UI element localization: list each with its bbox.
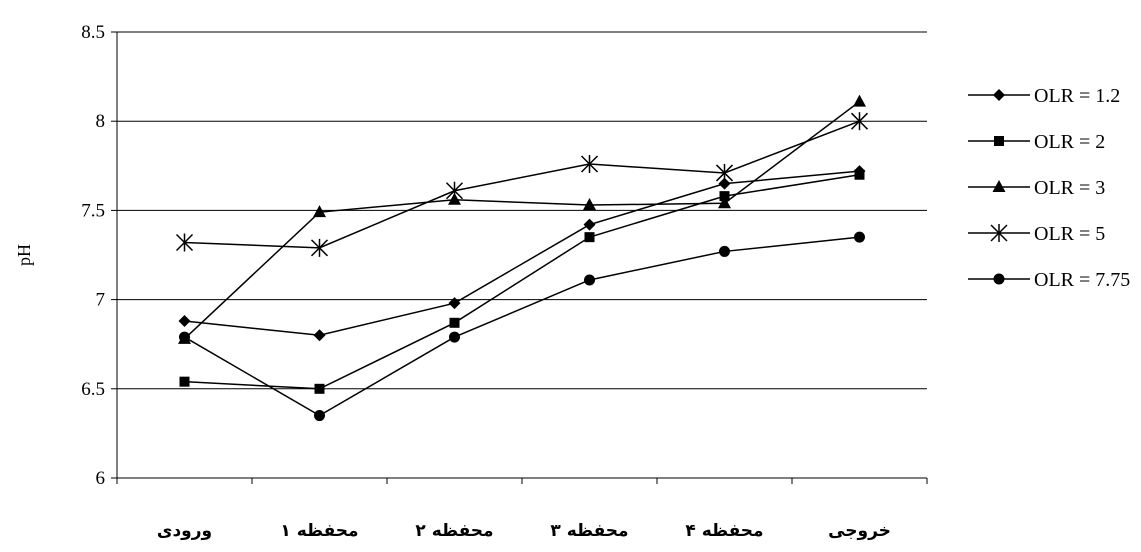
data-point-square (719, 191, 730, 202)
data-point-asterisk (175, 233, 194, 252)
legend-marker-diamond (993, 89, 1005, 101)
x-tick-label: محفظه ۴ (685, 521, 763, 541)
legend-label: OLR = 1.2 (1034, 85, 1120, 107)
data-point-diamond (448, 297, 461, 310)
series-line (184, 236, 860, 417)
axes (111, 31, 928, 484)
legend-item: OLR = 2 (968, 131, 1105, 153)
data-point-triangle (583, 198, 596, 211)
series-4 (175, 112, 869, 257)
legend-label: OLR = 2 (1034, 131, 1105, 153)
data-point-triangle (718, 196, 731, 209)
series-3 (178, 94, 866, 344)
x-tick-label: محفظه ۲ (415, 521, 493, 541)
y-tick-label: 7 (96, 290, 106, 311)
data-point-circle (179, 331, 190, 343)
data-point-square (449, 317, 460, 328)
data-point-diamond (178, 315, 191, 328)
legend-item: OLR = 5 (968, 223, 1105, 245)
series-2 (179, 169, 865, 394)
series-line (184, 170, 860, 337)
x-tick-label: ورودی (157, 521, 212, 541)
y-tick-label: 6.5 (81, 379, 105, 400)
data-point-diamond (313, 329, 326, 342)
y-axis-label: pH (14, 244, 34, 266)
series-group (175, 94, 869, 422)
legend-marker-square (994, 136, 1004, 146)
data-point-square (584, 232, 595, 243)
data-point-square (314, 383, 325, 394)
y-tick-label: 7.5 (81, 200, 105, 221)
series-line (183, 100, 860, 340)
data-point-asterisk (715, 163, 734, 182)
legend-marker-triangle (992, 180, 1006, 192)
data-point-square (854, 169, 865, 180)
legend-marker-circle (993, 273, 1005, 285)
data-point-square (179, 376, 190, 387)
x-tick-label: محفظه ۳ (550, 521, 628, 541)
data-point-asterisk (310, 238, 329, 257)
gridlines (117, 31, 927, 390)
series-1 (178, 165, 866, 342)
y-tick-label: 8 (96, 111, 106, 132)
data-point-circle (584, 274, 595, 286)
legend-item: OLR = 1.2 (968, 85, 1120, 107)
legend-label: OLR = 7.75 (1034, 269, 1130, 291)
legend: OLR = 1.2 OLR = 2 OLR = 3 OLR = 5 OLR = 7.75 (968, 85, 1130, 291)
series-line (184, 173, 860, 390)
data-point-asterisk (445, 181, 464, 200)
data-point-circle (854, 231, 865, 243)
series-line (184, 120, 860, 249)
y-tick-label: 8.5 (81, 22, 105, 43)
data-point-triangle (313, 205, 326, 218)
data-point-diamond (718, 177, 731, 190)
legend-item: OLR = 3 (968, 177, 1105, 199)
data-point-asterisk (850, 112, 869, 131)
y-tick-label: 6 (96, 468, 106, 489)
data-point-circle (449, 331, 460, 343)
legend-marker-asterisk (990, 224, 1008, 242)
y-tick-labels: 6 6.5 7 7.5 8 8.5 (81, 22, 105, 489)
series-5 (179, 231, 865, 422)
data-point-circle (314, 410, 325, 422)
data-point-diamond (583, 218, 596, 231)
data-point-asterisk (580, 155, 599, 174)
data-point-triangle (853, 94, 866, 107)
legend-label: OLR = 5 (1034, 223, 1105, 245)
x-tick-label: خروجی (828, 521, 891, 541)
data-point-circle (719, 245, 730, 257)
legend-item: OLR = 7.75 (968, 269, 1130, 291)
legend-label: OLR = 3 (1034, 177, 1105, 199)
x-tick-labels: ورودی محفظه ۱ محفظه ۲ محفظه ۳ محفظه ۴ خروجی (157, 521, 891, 541)
x-tick-label: محفظه ۱ (280, 521, 358, 541)
